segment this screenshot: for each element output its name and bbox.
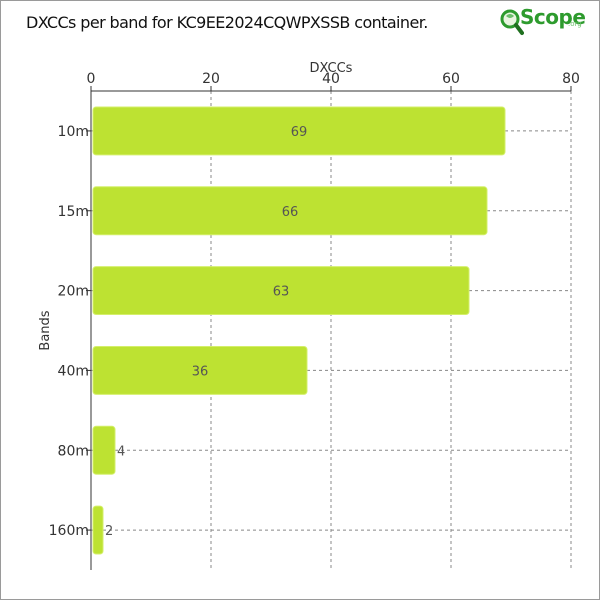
x-tick-label: 0 xyxy=(87,71,96,87)
y-axis-label: Bands xyxy=(38,310,53,350)
y-tick-label: 160m xyxy=(49,523,89,539)
y-tick-label: 40m xyxy=(58,363,89,379)
data-label: 69 xyxy=(291,125,308,140)
bar-20m xyxy=(92,266,470,316)
x-tick-label: 40 xyxy=(322,71,340,87)
bar-80m xyxy=(92,425,116,475)
data-label: 66 xyxy=(282,205,299,220)
logo[interactable]: Scope .org xyxy=(500,4,588,38)
y-tick-label: 80m xyxy=(58,443,89,459)
data-label: 4 xyxy=(117,444,125,459)
magnifier-icon xyxy=(500,9,524,35)
y-tick-label: 20m xyxy=(58,284,89,300)
chart-title: DXCCs per band for KC9EE2024CQWPXSSB con… xyxy=(26,13,428,32)
data-label: 36 xyxy=(192,364,209,379)
y-tick-label: 10m xyxy=(58,124,89,140)
y-tick-label: 15m xyxy=(58,204,89,220)
bar-160m xyxy=(92,505,104,555)
x-axis-label: DXCCs xyxy=(310,61,353,76)
data-label: 2 xyxy=(105,524,113,539)
bar-40m xyxy=(92,345,308,395)
logo-tld: .org xyxy=(568,20,582,28)
x-tick-label: 80 xyxy=(562,71,580,87)
data-label: 63 xyxy=(273,285,290,300)
bar-10m xyxy=(92,106,506,156)
logo-brand: Scope xyxy=(520,5,586,29)
bar-15m xyxy=(92,186,488,236)
x-tick-label: 20 xyxy=(202,71,220,87)
x-tick-label: 60 xyxy=(442,71,460,87)
